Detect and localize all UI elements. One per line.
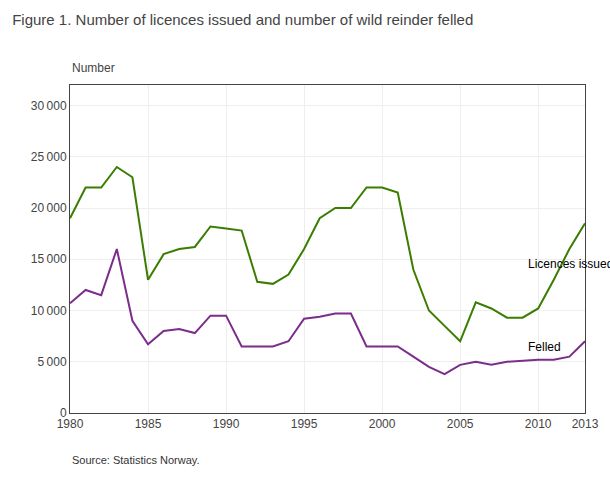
svg-text:1980: 1980	[57, 417, 84, 431]
svg-text:25 000: 25 000	[31, 150, 67, 164]
svg-text:Licences issued: Licences issued	[528, 257, 610, 271]
svg-text:5 000: 5 000	[37, 355, 66, 369]
svg-text:1985: 1985	[135, 417, 162, 431]
svg-text:2005: 2005	[447, 417, 474, 431]
svg-text:0: 0	[60, 406, 67, 420]
svg-text:Felled: Felled	[528, 340, 561, 354]
svg-text:30 000: 30 000	[31, 99, 67, 113]
svg-text:20 000: 20 000	[31, 201, 67, 215]
svg-text:2000: 2000	[369, 417, 396, 431]
svg-text:Number: Number	[72, 61, 115, 75]
svg-text:1990: 1990	[213, 417, 240, 431]
svg-text:10 000: 10 000	[31, 304, 67, 318]
svg-text:Source: Statistics Norway.: Source: Statistics Norway.	[72, 454, 200, 466]
svg-text:2013: 2013	[572, 417, 599, 431]
svg-text:15 000: 15 000	[31, 252, 67, 266]
svg-text:2010: 2010	[525, 417, 552, 431]
svg-text:Figure 1. Number of licences i: Figure 1. Number of licences issued and …	[12, 11, 473, 28]
svg-text:1995: 1995	[291, 417, 318, 431]
